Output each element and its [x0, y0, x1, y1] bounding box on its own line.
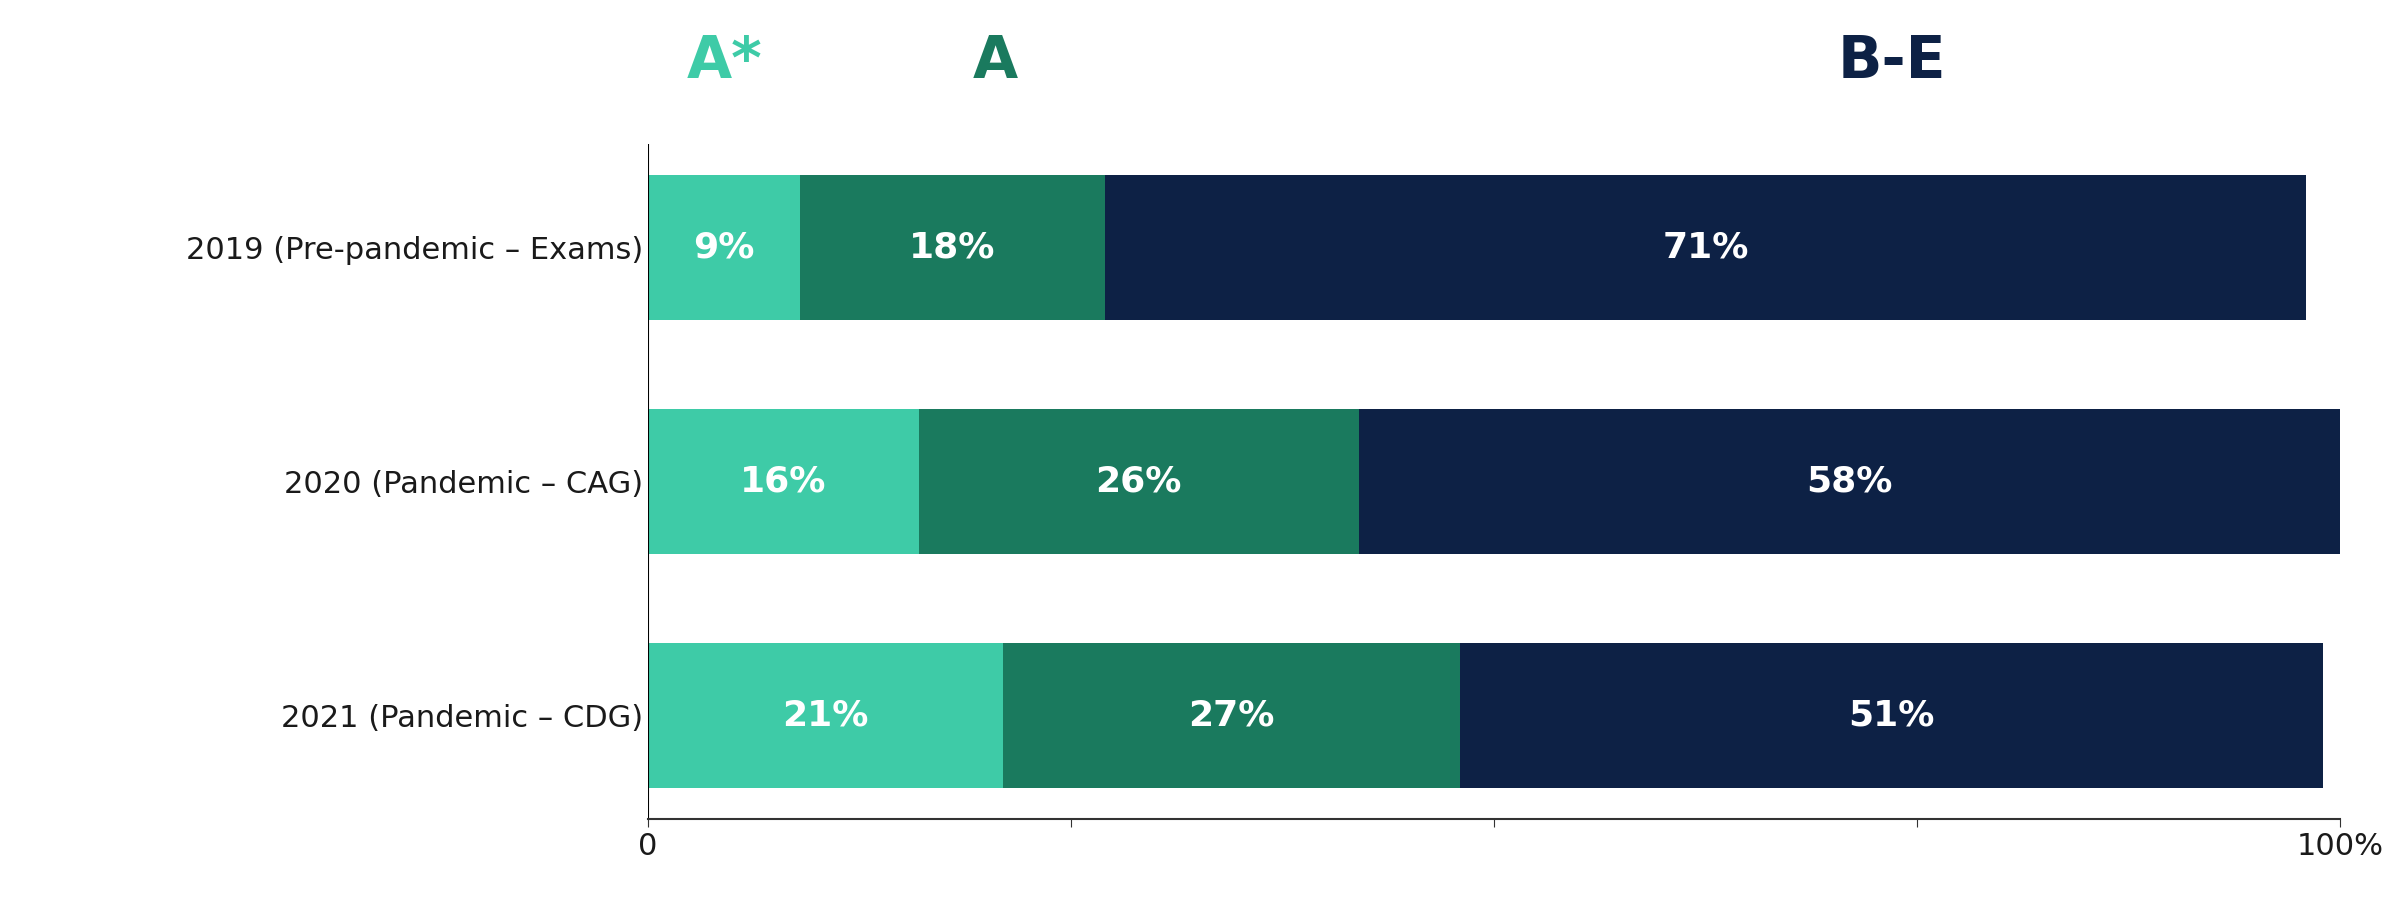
Text: A*: A* [686, 33, 763, 90]
Text: 58%: 58% [1807, 464, 1894, 499]
Bar [799, 175, 1104, 320]
Bar [1003, 644, 1459, 788]
Bar [648, 175, 799, 320]
Text: 16%: 16% [739, 464, 826, 499]
Bar [919, 409, 1358, 554]
Text: 71%: 71% [1663, 230, 1750, 265]
Text: A: A [972, 33, 1018, 90]
Bar [648, 409, 919, 554]
Text: B-E: B-E [1838, 33, 1946, 90]
Text: 26%: 26% [1094, 464, 1181, 499]
Text: 9%: 9% [694, 230, 756, 265]
Text: 18%: 18% [910, 230, 996, 265]
Text: 21%: 21% [782, 698, 869, 733]
Bar [648, 644, 1003, 788]
Bar [1104, 175, 2306, 320]
Text: 51%: 51% [1848, 698, 1934, 733]
Text: 27%: 27% [1188, 698, 1274, 733]
Bar [1358, 409, 2340, 554]
Bar [1459, 644, 2323, 788]
